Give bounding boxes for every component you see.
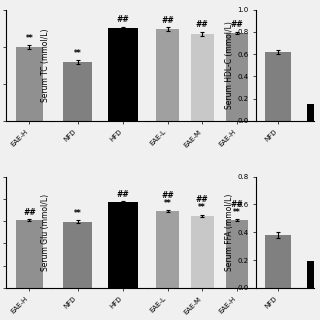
Y-axis label: Serum FFA (mmol/L): Serum FFA (mmol/L) <box>225 194 234 271</box>
Text: **: ** <box>164 199 172 208</box>
Text: ##: ## <box>196 196 209 204</box>
Bar <box>226 33 248 121</box>
Y-axis label: Serum Glu (mmol/L): Serum Glu (mmol/L) <box>41 194 50 271</box>
Text: ##: ## <box>196 20 209 29</box>
Text: ##: ## <box>161 16 174 25</box>
Bar <box>63 222 92 288</box>
Bar <box>226 220 248 288</box>
Bar <box>307 104 320 121</box>
Bar <box>265 235 291 288</box>
Bar <box>191 216 213 288</box>
Bar <box>16 47 43 121</box>
Text: **: ** <box>74 49 82 58</box>
Bar <box>156 29 179 121</box>
Y-axis label: Serum HDL-C (mmol/L): Serum HDL-C (mmol/L) <box>225 21 234 109</box>
Bar <box>191 34 213 121</box>
Text: **: ** <box>26 34 33 43</box>
Bar <box>63 62 92 121</box>
Text: **: ** <box>233 208 241 217</box>
Text: ##: ## <box>117 15 130 24</box>
Bar <box>108 28 138 121</box>
Bar <box>108 202 138 288</box>
Bar <box>307 261 320 288</box>
Bar <box>265 52 291 121</box>
Text: ##: ## <box>23 208 36 217</box>
Text: **: ** <box>198 203 206 212</box>
Text: ##: ## <box>230 200 243 209</box>
Text: ##: ## <box>161 191 174 200</box>
Text: ##: ## <box>117 190 130 199</box>
Y-axis label: Serum TC (mmol/L): Serum TC (mmol/L) <box>41 28 50 102</box>
Text: ##: ## <box>230 20 243 29</box>
Text: **: ** <box>74 209 82 218</box>
Bar <box>156 211 179 288</box>
Bar <box>16 220 43 288</box>
